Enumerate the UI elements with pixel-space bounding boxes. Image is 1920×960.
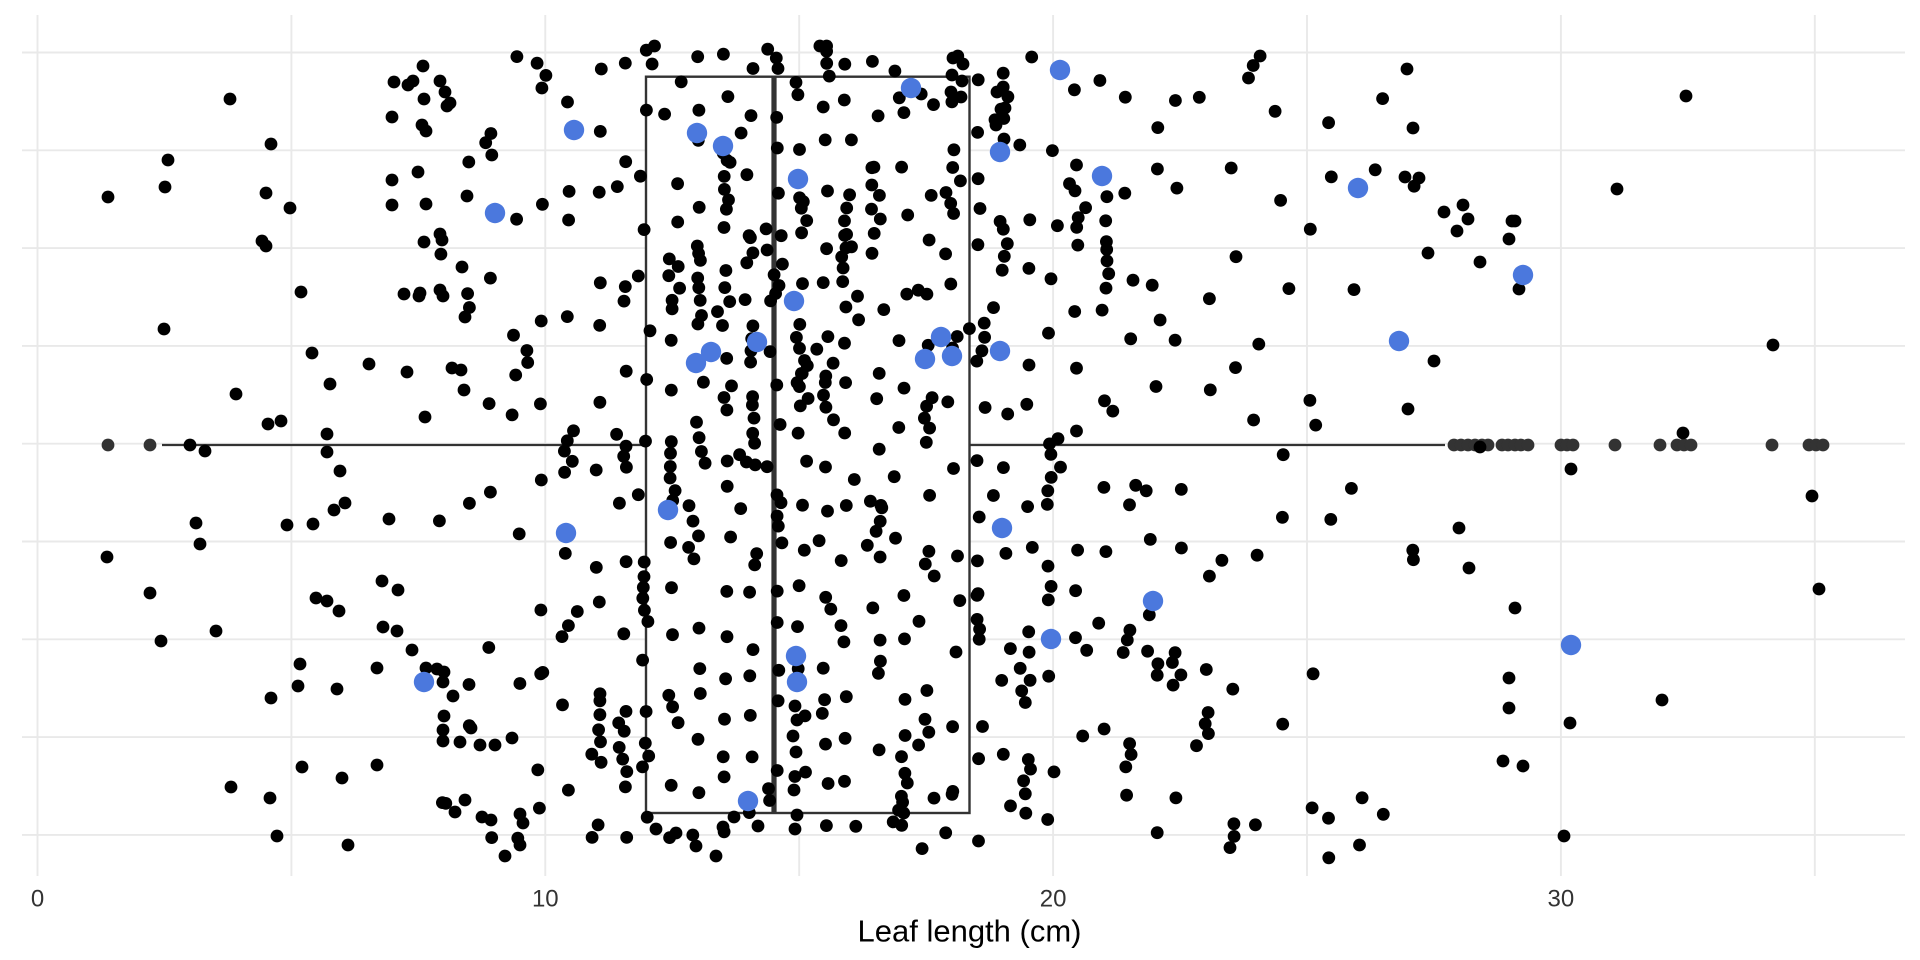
svg-text:0: 0 [31,886,44,913]
svg-text:30: 30 [1548,886,1575,913]
svg-text:20: 20 [1040,886,1067,913]
svg-text:Leaf length (cm): Leaf length (cm) [858,914,1082,949]
svg-text:10: 10 [532,886,559,913]
